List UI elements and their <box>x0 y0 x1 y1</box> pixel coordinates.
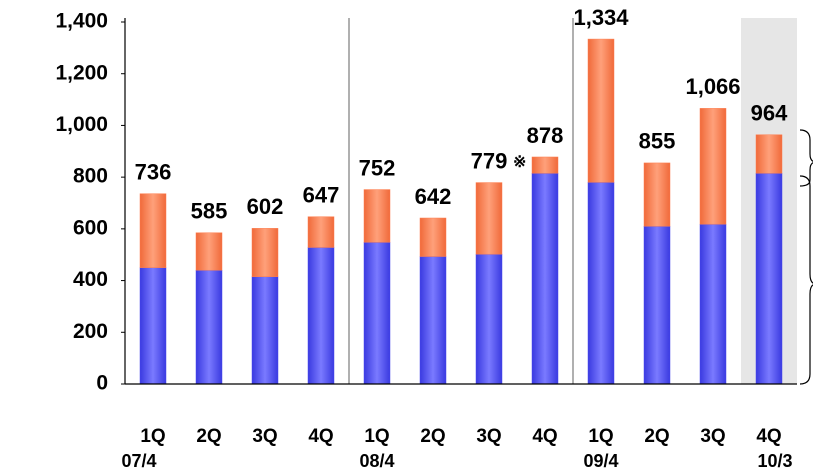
x-tick-label: 2Q <box>644 426 669 447</box>
total-label: 647 <box>303 183 340 208</box>
brace <box>799 175 813 385</box>
x-tick-label: 4Q <box>756 426 781 447</box>
bar-segment <box>363 189 391 243</box>
total-label: 602 <box>247 194 284 219</box>
bar-segment <box>363 242 391 385</box>
y-tick-label: 0 <box>96 372 108 395</box>
bar-segment <box>251 228 279 277</box>
bar-segment <box>195 232 223 271</box>
bar-segment <box>475 182 503 255</box>
bar-segment <box>307 216 335 248</box>
total-label: 585 <box>191 199 228 224</box>
total-label: 736 <box>135 160 172 185</box>
bar-segment <box>139 267 167 385</box>
bar-segment <box>755 173 783 385</box>
bar-segment <box>699 108 727 225</box>
bar-segment <box>419 217 447 257</box>
bar-segment <box>475 253 503 385</box>
x-tick-label: 4Q <box>308 426 333 447</box>
x-tick-label: 2Q <box>196 426 221 447</box>
y-tick-label: 200 <box>73 320 108 343</box>
total-label: 1,334 <box>573 5 629 30</box>
x-tick-label: 3Q <box>476 426 501 447</box>
y-tick-label: 1,200 <box>55 61 108 84</box>
bar-segment <box>419 256 447 385</box>
y-tick-label: 600 <box>73 216 108 239</box>
y-tick-label: 800 <box>73 165 108 188</box>
y-tick-label: 1,000 <box>55 113 108 136</box>
total-label: 779 <box>471 148 508 173</box>
total-label: 878 <box>527 123 564 148</box>
y-tick-label: 1,400 <box>55 10 108 33</box>
x-tick-label: 1Q <box>588 426 613 447</box>
period-label: 07/4 <box>121 451 156 471</box>
bar-segment <box>195 269 223 385</box>
total-label: 964 <box>751 101 788 126</box>
period-label: 08/4 <box>359 451 394 471</box>
bar-segment <box>587 38 615 183</box>
bar-segment <box>531 156 559 174</box>
total-label: 642 <box>415 184 452 209</box>
total-label: 1,066 <box>685 74 740 99</box>
bar-segment <box>531 173 559 385</box>
bar-segment <box>643 162 671 227</box>
bar-segment <box>699 223 727 385</box>
bar-segment <box>139 193 167 268</box>
x-tick-label: 1Q <box>140 426 165 447</box>
x-tick-label: 3Q <box>252 426 277 447</box>
bar-segment <box>307 247 335 385</box>
total-label: 855 <box>639 129 676 154</box>
bar-segment <box>643 226 671 385</box>
x-tick-label: 1Q <box>364 426 389 447</box>
period-label: 09/4 <box>583 451 618 471</box>
x-tick-label: 2Q <box>420 426 445 447</box>
x-tick-label: 3Q <box>700 426 725 447</box>
period-label: 10/3 <box>757 451 792 471</box>
note-mark: ※ <box>513 154 526 171</box>
y-tick-label: 400 <box>73 268 108 291</box>
x-tick-label: 4Q <box>532 426 557 447</box>
bar-segment <box>755 134 783 174</box>
bar-segment <box>251 276 279 385</box>
total-label: 752 <box>359 155 396 180</box>
bar-segment <box>587 182 615 385</box>
